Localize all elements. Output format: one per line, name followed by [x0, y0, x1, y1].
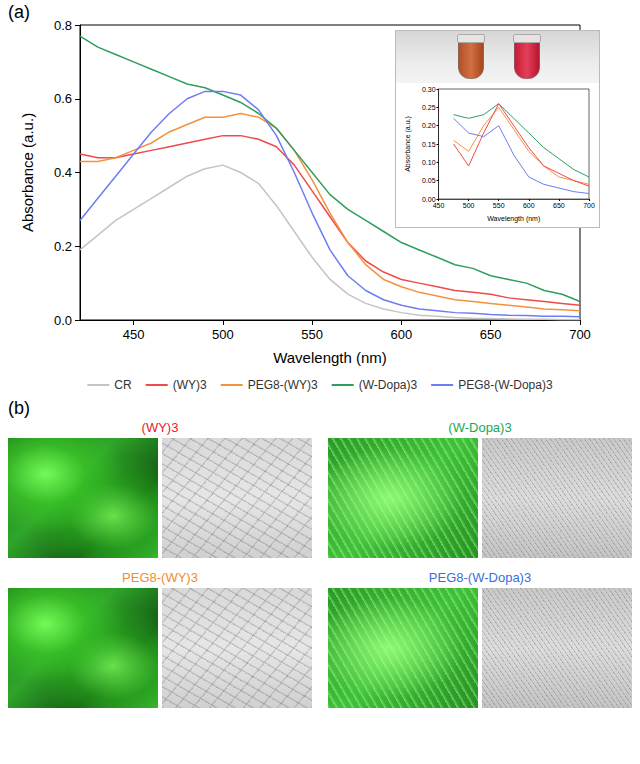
html-text:PEG8-(WY)3: PEG8-(WY)3 [122, 570, 198, 585]
svg-text:0.4: 0.4 [54, 165, 72, 180]
svg-text:Absorbance (a.u.): Absorbance (a.u.) [19, 113, 36, 232]
html-text:(a): (a) [8, 2, 30, 22]
html-text:(b): (b) [8, 398, 30, 418]
html-text:(W-Dopa)3: (W-Dopa)3 [448, 420, 512, 435]
svg-text:(W-Dopa)3: (W-Dopa)3 [359, 378, 418, 392]
svg-text:(WY)3: (WY)3 [173, 378, 207, 392]
svg-text:500: 500 [212, 327, 234, 342]
svg-text:0.20: 0.20 [422, 122, 436, 129]
svg-text:CR: CR [114, 378, 132, 392]
svg-text:Wavelength (nm): Wavelength (nm) [487, 215, 540, 223]
svg-text:0.2: 0.2 [54, 239, 72, 254]
svg-text:0.30: 0.30 [422, 86, 436, 93]
svg-text:500: 500 [463, 202, 475, 209]
svg-text:Absorbance (a.u.): Absorbance (a.u.) [404, 116, 412, 172]
svg-text:0.05: 0.05 [422, 177, 436, 184]
svg-text:700: 700 [569, 327, 591, 342]
svg-text:PEG8-(W-Dopa)3: PEG8-(W-Dopa)3 [458, 378, 553, 392]
svg-text:550: 550 [301, 327, 323, 342]
svg-text:600: 600 [523, 202, 535, 209]
svg-text:0.25: 0.25 [422, 104, 436, 111]
html-text:PEG8-(W-Dopa)3: PEG8-(W-Dopa)3 [428, 570, 532, 585]
svg-text:0.15: 0.15 [422, 141, 436, 148]
svg-text:0.0: 0.0 [54, 313, 72, 328]
svg-text:PEG8-(WY)3: PEG8-(WY)3 [248, 378, 318, 392]
svg-text:550: 550 [493, 202, 505, 209]
svg-text:Wavelength (nm): Wavelength (nm) [273, 349, 387, 366]
svg-text:450: 450 [123, 327, 145, 342]
svg-text:0.6: 0.6 [54, 91, 72, 106]
svg-text:0.00: 0.00 [421, 195, 436, 203]
svg-text:0.10: 0.10 [422, 159, 436, 166]
svg-text:650: 650 [553, 202, 565, 209]
svg-text:450: 450 [433, 202, 445, 209]
svg-text:650: 650 [480, 327, 502, 342]
svg-text:0.8: 0.8 [54, 18, 72, 33]
html-text:(WY)3: (WY)3 [141, 420, 179, 435]
svg-text:600: 600 [391, 327, 413, 342]
svg-text:700: 700 [583, 202, 595, 209]
